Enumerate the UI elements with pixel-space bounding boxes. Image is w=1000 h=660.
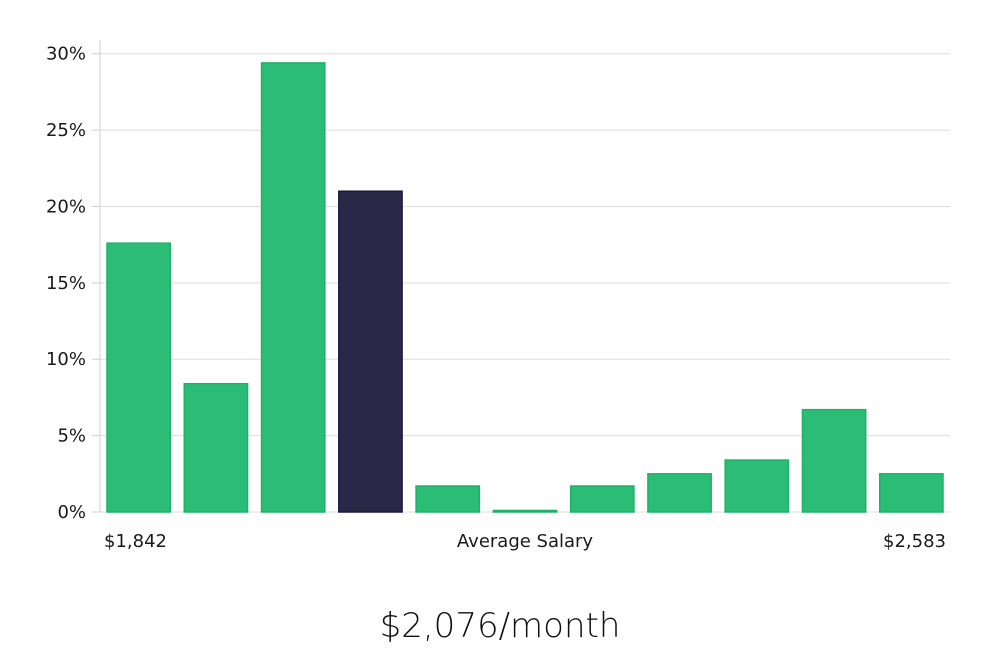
y-tick-label: 10% [46,349,86,370]
bar [415,485,481,513]
bar [647,473,712,513]
bar [878,473,944,513]
y-tick-label: 20% [46,196,86,217]
x-end-label: $2,583 [883,531,946,552]
y-tick-label: 15% [46,273,86,294]
y-tick-label: 5% [57,426,86,447]
y-axis-ticks: 0% 5% 10% 15% 20% 25% 30% [46,44,100,523]
average-salary-headline: $2,076/month [379,606,621,646]
x-start-label: $1,842 [104,531,167,552]
bar [106,242,172,513]
bar [260,62,326,513]
salary-distribution-chart: 0% 5% 10% 15% 20% 25% 30% $1,842 Average Salar… [46,40,950,552]
x-axis-label: Average Salary [457,531,594,552]
y-tick-label: 0% [57,502,86,523]
bar [801,408,867,513]
bars [106,62,944,513]
y-tick-label: 30% [46,44,86,65]
bar-highlighted [338,190,403,513]
bar [724,459,790,513]
bar [492,509,558,513]
y-tick-label: 25% [46,120,86,141]
bar [569,485,635,513]
bar [183,382,249,513]
